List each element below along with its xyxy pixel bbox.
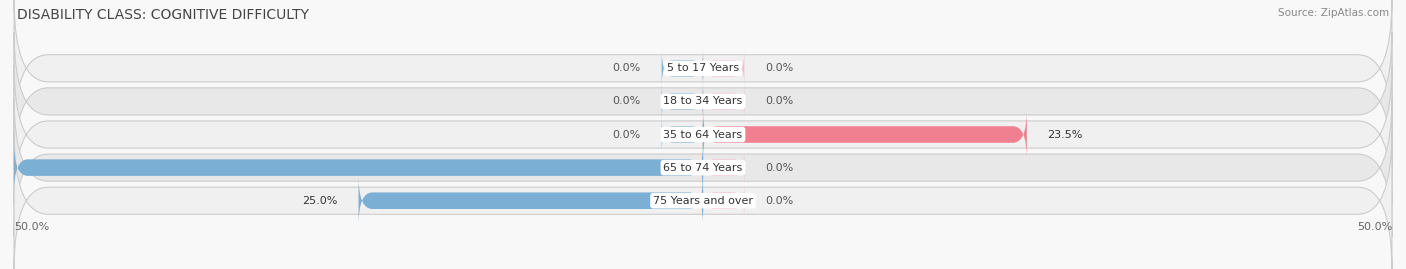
Text: 65 to 74 Years: 65 to 74 Years [664,162,742,173]
FancyBboxPatch shape [703,50,744,87]
FancyBboxPatch shape [14,32,1392,171]
FancyBboxPatch shape [703,149,744,186]
FancyBboxPatch shape [14,132,1392,269]
Text: 0.0%: 0.0% [765,63,793,73]
Text: 5 to 17 Years: 5 to 17 Years [666,63,740,73]
Text: 50.0%: 50.0% [1357,222,1392,232]
Text: 0.0%: 0.0% [765,162,793,173]
FancyBboxPatch shape [14,98,1392,237]
FancyBboxPatch shape [703,182,744,219]
Text: 75 Years and over: 75 Years and over [652,196,754,206]
FancyBboxPatch shape [14,65,1392,204]
Text: 50.0%: 50.0% [14,222,49,232]
Text: 0.0%: 0.0% [613,129,641,140]
Text: DISABILITY CLASS: COGNITIVE DIFFICULTY: DISABILITY CLASS: COGNITIVE DIFFICULTY [17,8,309,22]
FancyBboxPatch shape [662,83,703,120]
FancyBboxPatch shape [703,83,744,120]
FancyBboxPatch shape [703,110,1026,159]
FancyBboxPatch shape [14,0,1392,137]
Text: Source: ZipAtlas.com: Source: ZipAtlas.com [1278,8,1389,18]
FancyBboxPatch shape [662,116,703,153]
Text: 23.5%: 23.5% [1047,129,1083,140]
FancyBboxPatch shape [359,176,703,225]
FancyBboxPatch shape [662,50,703,87]
Text: 18 to 34 Years: 18 to 34 Years [664,96,742,107]
Text: 0.0%: 0.0% [765,96,793,107]
Text: 0.0%: 0.0% [613,96,641,107]
Text: 0.0%: 0.0% [613,63,641,73]
FancyBboxPatch shape [14,143,703,192]
Text: 25.0%: 25.0% [302,196,337,206]
Text: 35 to 64 Years: 35 to 64 Years [664,129,742,140]
Text: 0.0%: 0.0% [765,196,793,206]
